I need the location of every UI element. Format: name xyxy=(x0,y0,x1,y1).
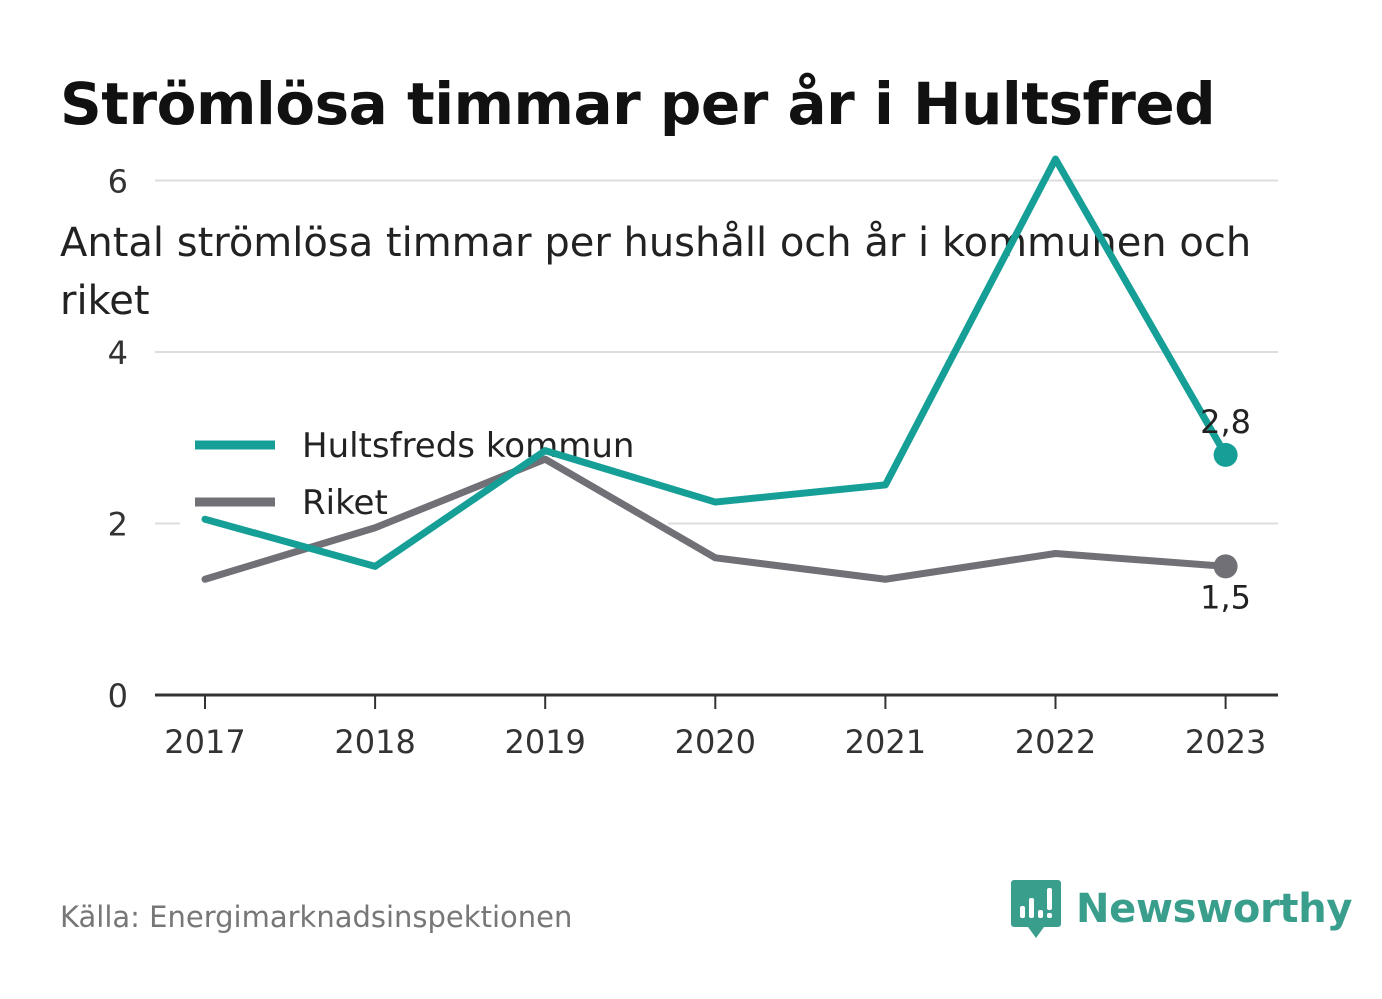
axes: 0 2 4 6 2017 2018 2019 2020 2021 2022 2023 xyxy=(108,163,1278,761)
series-lines xyxy=(201,155,1238,583)
y-tick-label: 0 xyxy=(108,677,128,715)
brand-name: Newsworthy xyxy=(1076,886,1353,932)
end-label-riket: 1,5 xyxy=(1200,578,1251,616)
x-tick-label: 2017 xyxy=(164,723,245,761)
y-tick-label: 4 xyxy=(108,334,128,372)
x-tick-label: 2022 xyxy=(1015,723,1096,761)
x-tick-label: 2019 xyxy=(504,723,585,761)
series-line-riket xyxy=(201,455,1230,583)
x-tick-label: 2021 xyxy=(845,723,926,761)
end-point-hultsfred xyxy=(1213,442,1238,467)
chart-title: Strömlösa timmar per år i Hultsfred xyxy=(60,70,1216,138)
brand-logo[interactable]: Newsworthy xyxy=(1010,878,1353,940)
y-tick-label: 6 xyxy=(108,163,128,201)
legend-label-riket: Riket xyxy=(302,483,388,523)
y-tick-label: 2 xyxy=(108,506,128,544)
newsworthy-logo-icon xyxy=(1011,880,1061,938)
x-tick-label: 2020 xyxy=(675,723,756,761)
series-line-hultsfred xyxy=(201,155,1230,570)
end-label-hultsfred: 2,8 xyxy=(1200,403,1251,441)
source-note: Källa: Energimarknadsinspektionen xyxy=(60,900,573,934)
chart-subtitle: Antal strömlösa timmar per hushåll och å… xyxy=(60,220,1252,324)
end-point-riket xyxy=(1213,554,1238,579)
x-tick-label: 2023 xyxy=(1185,723,1266,761)
x-tick-label: 2018 xyxy=(334,723,415,761)
data-labels: 2,8 1,5 xyxy=(1200,403,1251,616)
